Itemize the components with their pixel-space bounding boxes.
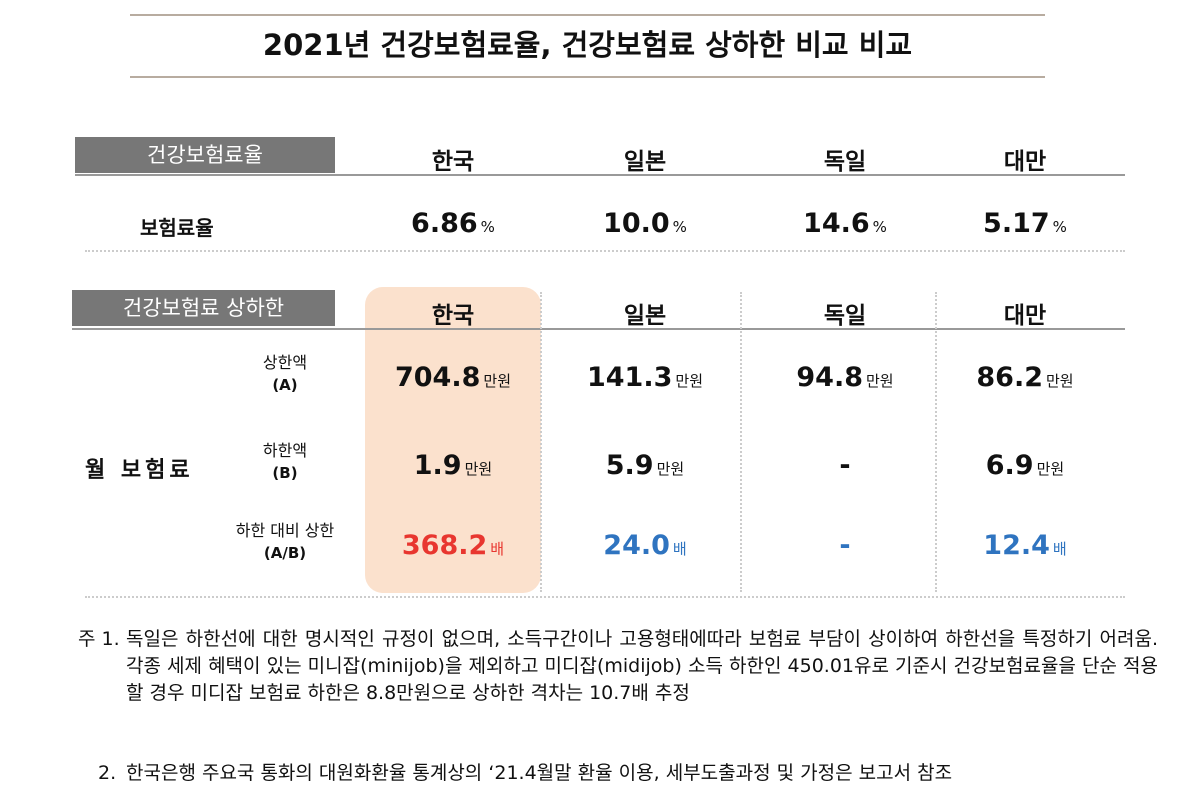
cell-value: - bbox=[839, 530, 851, 561]
table-cell: 86.2 만원 bbox=[930, 362, 1120, 393]
divider bbox=[540, 292, 542, 592]
highlight bbox=[365, 287, 541, 593]
row-label-text: 상한액 bbox=[262, 353, 308, 372]
cell-value: - bbox=[839, 450, 851, 481]
cell-unit: 만원 bbox=[464, 460, 493, 478]
note: 주 1. 독일은 하한선에 대한 명시적인 규정이 없으며, 소득구간이나 고용형… bbox=[78, 626, 1158, 707]
rule bbox=[75, 174, 1125, 176]
rule bbox=[130, 76, 1045, 78]
note-marker: 2. bbox=[98, 762, 117, 784]
cell-value: 6.9 bbox=[985, 450, 1034, 481]
cell-unit: 만원 bbox=[483, 372, 511, 390]
rule bbox=[85, 596, 1125, 598]
cell-unit: 배 bbox=[1052, 540, 1067, 558]
row-label-text: 하한액 bbox=[262, 441, 308, 460]
cell-value: 704.8 bbox=[394, 362, 481, 393]
cell-unit: 배 bbox=[672, 540, 687, 558]
column-header: 일본 bbox=[623, 149, 667, 175]
row-label: 하한 대비 상한 (A/B) bbox=[200, 520, 370, 564]
row-label-sub: (A) bbox=[272, 376, 298, 394]
cell-unit: % bbox=[872, 218, 887, 236]
cell-value: 10.0 bbox=[603, 208, 670, 239]
column-header: 한국 bbox=[431, 149, 475, 175]
table-cell: 1.9 만원 bbox=[358, 450, 548, 481]
table-cell: 12.4 배 bbox=[930, 530, 1120, 561]
row-label-text: 하한 대비 상한 bbox=[235, 521, 335, 540]
table-cell: 6.86% bbox=[358, 208, 548, 239]
row-label-sub: (B) bbox=[272, 464, 298, 482]
table-cell: 141.3 만원 bbox=[550, 362, 740, 393]
table-cell: - bbox=[750, 530, 940, 561]
column-header: 독일 bbox=[823, 149, 867, 175]
table-cell: 94.8 만원 bbox=[750, 362, 940, 393]
cell-unit: 배 bbox=[490, 540, 505, 558]
row-label: 하한액 (B) bbox=[200, 440, 370, 484]
cell-unit: 만원 bbox=[1046, 372, 1074, 390]
cell-unit: 만원 bbox=[1036, 460, 1065, 478]
cell-unit: % bbox=[480, 218, 495, 236]
column-header: 대만 bbox=[1003, 303, 1047, 329]
table-cell: - bbox=[750, 450, 940, 481]
column-header: 일본 bbox=[623, 303, 667, 329]
table-cell: 368.2 배 bbox=[358, 530, 548, 561]
rule bbox=[85, 250, 1125, 252]
divider bbox=[935, 292, 937, 592]
table-header: 건강보험료율 bbox=[75, 137, 335, 173]
table-cell: 10.0% bbox=[550, 208, 740, 239]
cell-value: 141.3 bbox=[586, 362, 673, 393]
row-label: 상한액 (A) bbox=[200, 352, 370, 396]
cell-unit: 만원 bbox=[675, 372, 703, 390]
note: 2. 한국은행 주요국 통화의 대원화환율 통계상의 ‘21.4월말 환율 이용,… bbox=[98, 760, 1158, 787]
table-cell: 14.6% bbox=[750, 208, 940, 239]
cell-value: 94.8 bbox=[796, 362, 863, 393]
rule bbox=[130, 14, 1045, 16]
cell-unit: 만원 bbox=[656, 460, 685, 478]
cell-value: 24.0 bbox=[603, 530, 670, 561]
column-header: 독일 bbox=[823, 303, 867, 329]
note-marker: 주 1. bbox=[78, 628, 120, 650]
table-cell: 6.9 만원 bbox=[930, 450, 1120, 481]
cell-unit: % bbox=[1052, 218, 1067, 236]
divider bbox=[740, 292, 742, 592]
table-cell: 5.9 만원 bbox=[550, 450, 740, 481]
table-cell: 704.8 만원 bbox=[358, 362, 548, 393]
cell-value: 86.2 bbox=[976, 362, 1043, 393]
title: 2021년 건강보험료율, 건강보험료 상하한 비교 비교 bbox=[262, 28, 913, 62]
column-header: 한국 bbox=[431, 303, 475, 329]
rule bbox=[72, 328, 1125, 330]
note-text: 한국은행 주요국 통화의 대원화환율 통계상의 ‘21.4월말 환율 이용, 세… bbox=[126, 762, 953, 784]
row-label-sub: (A/B) bbox=[263, 544, 307, 562]
note-text: 독일은 하한선에 대한 명시적인 규정이 없으며, 소득구간이나 고용형태에따라… bbox=[126, 628, 1158, 704]
cell-value: 5.17 bbox=[983, 208, 1050, 239]
column-header: 대만 bbox=[1003, 149, 1047, 175]
cell-value: 1.9 bbox=[413, 450, 462, 481]
cell-value: 5.9 bbox=[605, 450, 654, 481]
cell-value: 6.86 bbox=[411, 208, 478, 239]
table-header: 건강보험료 상하한 bbox=[72, 290, 335, 326]
cell-value: 12.4 bbox=[983, 530, 1050, 561]
row-label: 보험료율 bbox=[140, 216, 214, 240]
cell-value: 368.2 bbox=[401, 530, 488, 561]
table-cell: 5.17% bbox=[930, 208, 1120, 239]
cell-value: 14.6 bbox=[803, 208, 870, 239]
cell-unit: 만원 bbox=[866, 372, 894, 390]
table-cell: 24.0 배 bbox=[550, 530, 740, 561]
cell-unit: % bbox=[672, 218, 687, 236]
group-label: 월 보험료 bbox=[85, 458, 194, 483]
